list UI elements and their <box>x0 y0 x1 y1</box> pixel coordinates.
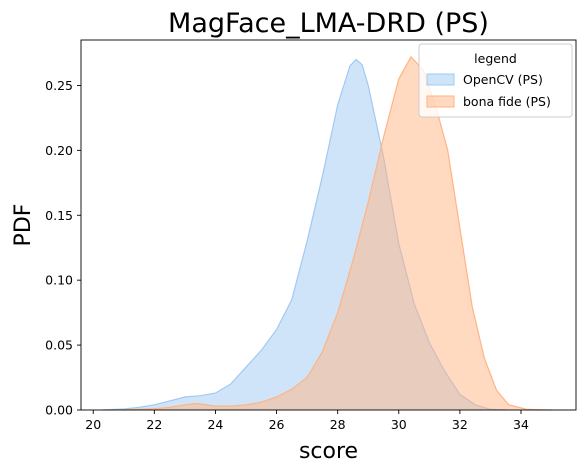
legend-swatch-1 <box>426 73 455 86</box>
x-axis-title: score <box>299 439 358 464</box>
series-line-2 <box>123 55 552 411</box>
legend-swatch-2 <box>426 95 455 108</box>
y-tick-label: 0.25 <box>45 78 73 93</box>
legend-items: OpenCV (PS) bona fide (PS) <box>426 72 551 109</box>
chart-title: MagFace_LMA-DRD (PS) <box>168 8 489 39</box>
legend: legend OpenCV (PS) bona fide (PS) <box>418 43 573 118</box>
x-tick-label: 26 <box>269 417 285 432</box>
x-tick-label: 32 <box>452 417 468 432</box>
x-tick-label: 28 <box>330 417 346 432</box>
x-tick-label: 24 <box>207 417 223 432</box>
x-tick-label: 34 <box>513 417 529 432</box>
legend-title: legend <box>474 51 517 66</box>
y-axis-title: PDF <box>11 204 36 247</box>
density-areas <box>102 55 552 411</box>
x-tick-label: 20 <box>85 417 101 432</box>
y-tick-label: 0.05 <box>45 338 73 353</box>
plot-frame <box>80 39 577 411</box>
legend-label-2: bona fide (PS) <box>463 94 551 109</box>
x-tick-label: 22 <box>146 417 162 432</box>
axes <box>80 39 577 411</box>
x-axis-ticks: 20 22 24 26 28 30 32 34 <box>85 410 529 432</box>
y-tick-label: 0.10 <box>45 273 73 288</box>
y-tick-label: 0.15 <box>45 208 73 223</box>
y-axis-ticks: 0.00 0.05 0.10 0.15 0.20 0.25 <box>45 78 81 418</box>
series-area-2 <box>123 56 552 411</box>
y-tick-label: 0.20 <box>45 143 73 158</box>
legend-label-1: OpenCV (PS) <box>463 72 543 87</box>
x-tick-label: 30 <box>391 417 407 432</box>
legend-box <box>418 43 573 118</box>
y-tick-label: 0.00 <box>45 403 73 418</box>
